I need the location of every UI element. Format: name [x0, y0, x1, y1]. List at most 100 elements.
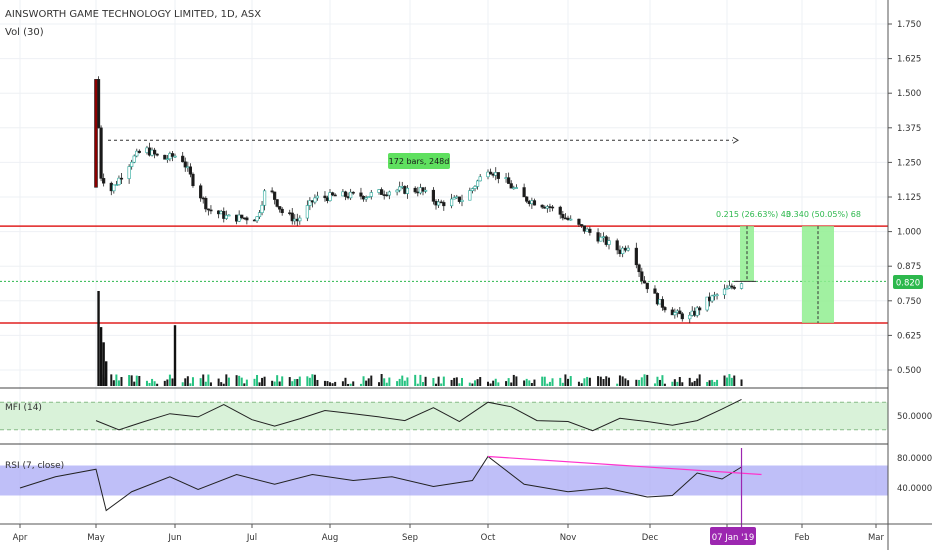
volume-bar	[406, 377, 409, 386]
candle-body	[127, 166, 131, 179]
candle-body	[475, 180, 480, 187]
time-tick-label: Dec	[642, 533, 659, 543]
candle-body	[346, 196, 350, 199]
candle-body	[377, 189, 381, 193]
candle-body	[255, 216, 259, 222]
volume-bar	[442, 376, 445, 386]
candle-body	[637, 264, 641, 273]
volume-bar	[385, 382, 388, 386]
candle-body	[385, 194, 389, 197]
candle-body	[351, 191, 355, 194]
volume-bar	[437, 376, 440, 386]
volume-bar	[227, 377, 230, 386]
rsi-trendline	[487, 455, 762, 476]
volume-bar	[726, 377, 728, 386]
volume-bar	[235, 375, 238, 386]
volume-bars	[97, 291, 743, 386]
candle-body	[367, 196, 371, 198]
volume-bar	[512, 374, 515, 386]
volume-bar	[184, 378, 187, 386]
volume-bar	[543, 376, 546, 386]
svg-text:0.820: 0.820	[896, 279, 920, 289]
volume-bar	[347, 383, 350, 386]
candle-body	[588, 228, 592, 233]
volume-bar	[199, 378, 202, 386]
candle-body	[653, 288, 657, 294]
volume-bar	[202, 374, 205, 386]
volume-bar	[416, 383, 419, 386]
volume-bar	[580, 383, 583, 386]
volume-bar	[646, 374, 649, 386]
candle-body	[715, 294, 719, 297]
volume-bar	[476, 379, 479, 386]
candle-body	[188, 166, 193, 175]
bars-range-label: 172 bars, 248d	[388, 153, 450, 169]
candle-body	[455, 196, 459, 199]
candle-body	[328, 192, 332, 202]
candle-body	[626, 247, 630, 251]
volume-bar	[168, 374, 171, 386]
volume-bar	[635, 379, 638, 386]
volume-bar	[296, 379, 299, 386]
candle-body	[245, 217, 249, 221]
candle-body	[380, 189, 384, 195]
volume-bar	[523, 380, 526, 386]
volume-bar	[706, 381, 709, 386]
candle-body	[550, 206, 555, 209]
candle-body	[514, 187, 518, 189]
volume-bar	[546, 383, 549, 386]
volume-bar	[352, 381, 355, 386]
volume-bar	[112, 380, 115, 386]
volume-bar	[288, 377, 291, 386]
volume-bar	[163, 380, 166, 386]
time-tick-label: Feb	[794, 533, 809, 543]
volume-bar	[326, 381, 329, 386]
volume-bar	[151, 378, 154, 386]
rsi-panel: 80.0000 40.0000	[0, 454, 932, 512]
candle-body	[577, 218, 581, 225]
volume-bar	[688, 377, 691, 386]
candle-body	[405, 187, 410, 194]
candle-body	[310, 200, 314, 203]
volume-bar	[278, 381, 281, 386]
candle-body	[442, 202, 446, 207]
volume-bar	[494, 378, 497, 386]
candle-body	[730, 285, 734, 288]
volume-bar	[401, 375, 404, 386]
price-tick-label: 0.625	[897, 331, 921, 341]
candle-body	[242, 217, 246, 220]
candle-body	[457, 196, 462, 202]
candle-body	[623, 247, 627, 251]
volume-bar	[656, 376, 659, 386]
volume-bar	[588, 377, 591, 386]
candle-body	[114, 184, 118, 186]
volume-bar	[541, 376, 544, 386]
volume-bar	[329, 382, 331, 386]
candle-body	[387, 191, 391, 196]
candle-body	[621, 247, 625, 255]
candle-body	[145, 147, 149, 153]
candle-body	[460, 199, 464, 202]
volume-bar	[474, 380, 476, 386]
time-tick-label: Nov	[560, 533, 577, 543]
mfi-label: MFI (14)	[5, 403, 42, 413]
candle-body	[217, 210, 221, 215]
volume-bar	[661, 375, 664, 386]
volume-bar	[217, 378, 220, 386]
volume-bar	[468, 382, 471, 386]
candle-body	[698, 307, 702, 311]
volume-bar	[716, 379, 719, 386]
candle-body	[395, 189, 399, 193]
candle-body	[582, 225, 586, 232]
candle-body	[153, 149, 157, 155]
volume-bar	[698, 374, 701, 386]
candle-body	[496, 172, 500, 179]
candle-body	[298, 217, 302, 222]
candle-body	[436, 201, 441, 206]
time-tick-label: May	[87, 533, 105, 543]
volume-bar	[492, 380, 495, 386]
volume-bar	[505, 381, 508, 386]
candle-body	[540, 204, 544, 208]
volume-bar	[313, 374, 316, 386]
